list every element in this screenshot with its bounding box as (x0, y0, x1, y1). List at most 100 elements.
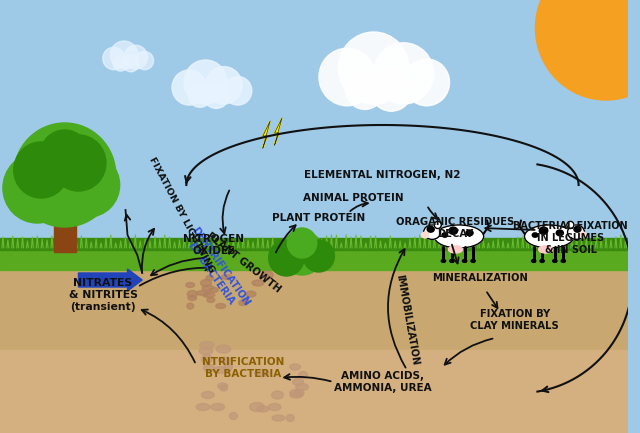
Ellipse shape (539, 246, 553, 253)
Circle shape (110, 41, 138, 69)
FancyArrowPatch shape (140, 265, 211, 286)
Ellipse shape (286, 414, 294, 421)
Circle shape (319, 48, 376, 106)
Circle shape (188, 83, 212, 107)
FancyArrowPatch shape (284, 374, 331, 381)
Ellipse shape (561, 259, 565, 262)
Text: FIXATION BY
CLAY MINERALS: FIXATION BY CLAY MINERALS (470, 309, 559, 331)
FancyArrowPatch shape (220, 191, 229, 233)
Ellipse shape (556, 230, 563, 236)
Ellipse shape (466, 230, 473, 236)
Ellipse shape (188, 295, 196, 301)
Text: MINERALIZATION: MINERALIZATION (433, 273, 529, 283)
Circle shape (435, 221, 442, 229)
Text: FIXATION BY LIGHTNING: FIXATION BY LIGHTNING (147, 156, 216, 274)
Ellipse shape (540, 259, 544, 262)
FancyArrow shape (79, 269, 142, 291)
Circle shape (287, 228, 317, 258)
Text: ANIMAL PROTEIN: ANIMAL PROTEIN (303, 193, 403, 203)
Ellipse shape (216, 304, 225, 308)
Ellipse shape (580, 232, 587, 238)
Ellipse shape (246, 291, 256, 297)
Circle shape (40, 130, 89, 180)
Ellipse shape (252, 280, 264, 286)
Ellipse shape (471, 259, 476, 262)
Ellipse shape (294, 390, 304, 397)
Ellipse shape (239, 301, 246, 306)
Bar (0, 248, 628, 270)
FancyArrowPatch shape (151, 258, 203, 275)
Text: ELEMENTAL NITROGEN, N2: ELEMENTAL NITROGEN, N2 (304, 170, 461, 180)
Circle shape (51, 135, 106, 191)
Ellipse shape (271, 391, 284, 399)
Ellipse shape (196, 291, 209, 295)
Ellipse shape (268, 404, 281, 410)
Ellipse shape (225, 363, 232, 371)
Bar (0, 238, 628, 250)
Ellipse shape (427, 226, 435, 232)
Circle shape (57, 153, 120, 217)
Circle shape (269, 240, 304, 276)
Ellipse shape (524, 225, 574, 248)
Ellipse shape (211, 404, 225, 410)
FancyArrowPatch shape (388, 249, 406, 368)
Ellipse shape (230, 413, 237, 420)
Bar (0, 350, 628, 433)
Circle shape (113, 56, 128, 71)
Circle shape (184, 60, 227, 104)
Ellipse shape (450, 259, 454, 262)
Ellipse shape (196, 404, 210, 410)
Polygon shape (263, 121, 270, 148)
Ellipse shape (449, 227, 458, 234)
Circle shape (13, 123, 116, 227)
Text: DENTRIFICATION
BY BACTERIA: DENTRIFICATION BY BACTERIA (180, 225, 252, 315)
Ellipse shape (262, 271, 273, 279)
Circle shape (136, 52, 154, 70)
Ellipse shape (207, 297, 215, 303)
Text: NITRATES
& NITRITES
(transient): NITRATES & NITRITES (transient) (68, 278, 138, 312)
Circle shape (204, 82, 229, 108)
Ellipse shape (188, 291, 197, 297)
Ellipse shape (553, 259, 557, 262)
FancyArrowPatch shape (142, 229, 154, 272)
Ellipse shape (218, 357, 231, 363)
Ellipse shape (442, 259, 445, 262)
Circle shape (346, 70, 384, 110)
FancyArrowPatch shape (487, 292, 497, 308)
Circle shape (123, 55, 139, 72)
FancyArrowPatch shape (276, 225, 296, 252)
Ellipse shape (214, 366, 227, 374)
FancyArrowPatch shape (452, 245, 459, 263)
Ellipse shape (540, 227, 548, 234)
Text: ORAGANIC RESIDUES
DECAY: ORAGANIC RESIDUES DECAY (396, 217, 514, 239)
Ellipse shape (435, 225, 484, 248)
Ellipse shape (532, 233, 538, 237)
Ellipse shape (202, 285, 214, 291)
Circle shape (13, 142, 68, 198)
Ellipse shape (200, 342, 214, 349)
Ellipse shape (296, 384, 308, 391)
Text: AMINO ACIDS,
AMMONIA, UREA: AMINO ACIDS, AMMONIA, UREA (333, 371, 431, 393)
Circle shape (124, 45, 147, 69)
Circle shape (339, 32, 409, 104)
Ellipse shape (241, 298, 249, 304)
Text: PLANT PROTEIN: PLANT PROTEIN (272, 213, 365, 223)
FancyArrowPatch shape (445, 339, 493, 365)
Ellipse shape (200, 279, 211, 287)
Circle shape (404, 59, 449, 106)
Ellipse shape (290, 390, 303, 397)
Circle shape (536, 0, 640, 100)
Circle shape (24, 128, 83, 188)
Circle shape (303, 240, 335, 272)
Ellipse shape (216, 345, 231, 353)
Ellipse shape (255, 369, 269, 377)
Text: IMMOBILIZATION: IMMOBILIZATION (394, 274, 420, 366)
Ellipse shape (290, 364, 301, 370)
Text: BACTERIAL FIXATION
IN LEGUMES
& IN SOIL: BACTERIAL FIXATION IN LEGUMES & IN SOIL (513, 221, 628, 255)
Bar (54, 200, 76, 252)
Ellipse shape (257, 406, 269, 412)
Ellipse shape (424, 225, 440, 239)
Ellipse shape (204, 365, 214, 372)
Ellipse shape (449, 246, 463, 253)
Ellipse shape (203, 293, 215, 297)
